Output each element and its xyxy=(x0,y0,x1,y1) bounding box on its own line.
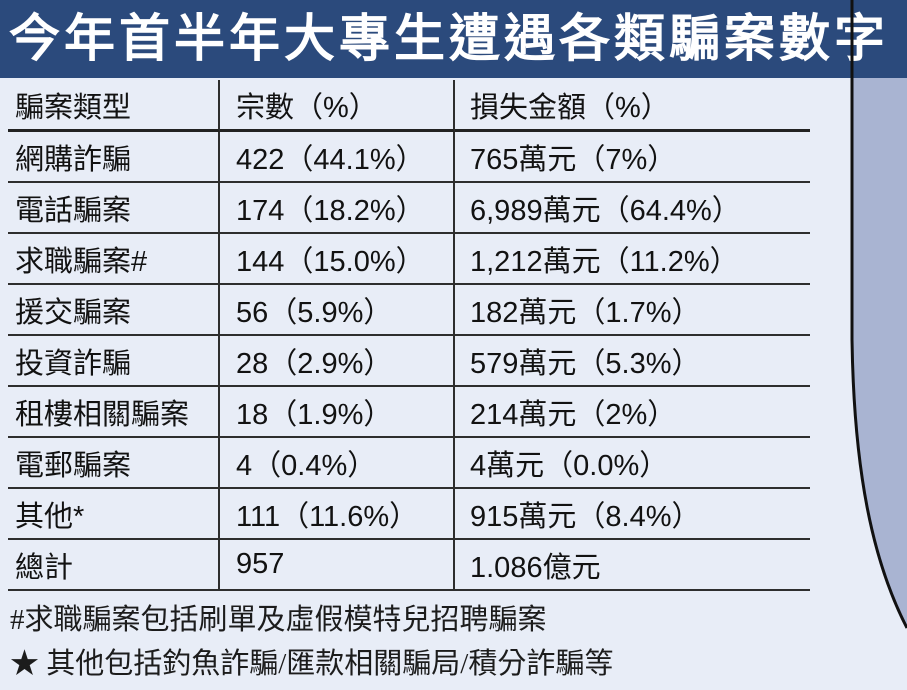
scam-type-cell: 其他* xyxy=(8,489,220,540)
scam-type-cell: 總計 xyxy=(8,540,220,591)
case-count-cell: 174（18.2%） xyxy=(220,183,455,234)
table-row: 電郵騙案 4（0.4%） 4萬元（0.0%） xyxy=(8,438,810,489)
scam-type-cell: 投資詐騙 xyxy=(8,336,220,387)
footnote-others: ★ 其他包括釣魚詐騙/匯款相關騙局/積分詐騙等 xyxy=(10,648,614,680)
loss-amount-cell: 214萬元（2%） xyxy=(455,387,810,438)
curve-line xyxy=(850,0,907,629)
column-header-loss-amount: 損失金額（%） xyxy=(455,80,810,132)
scam-type-cell: 網購詐騙 xyxy=(8,132,220,183)
scam-type-cell: 租樓相關騙案 xyxy=(8,387,220,438)
case-count-cell: 18（1.9%） xyxy=(220,387,455,438)
scam-type-cell: 電話騙案 xyxy=(8,183,220,234)
loss-amount-cell: 765萬元（7%） xyxy=(455,132,810,183)
column-header-case-count: 宗數（%） xyxy=(220,80,455,132)
scam-statistics-table: 騙案類型 宗數（%） 損失金額（%） 網購詐騙 422（44.1%） 765萬元… xyxy=(8,80,810,591)
case-count-cell: 4（0.4%） xyxy=(220,438,455,489)
table-row: 網購詐騙 422（44.1%） 765萬元（7%） xyxy=(8,132,810,183)
table-row: 求職騙案# 144（15.0%） 1,212萬元（11.2%） xyxy=(8,234,810,285)
table-row: 電話騙案 174（18.2%） 6,989萬元（64.4%） xyxy=(8,183,810,234)
scam-type-cell: 援交騙案 xyxy=(8,285,220,336)
side-panel xyxy=(852,78,907,628)
loss-amount-cell: 182萬元（1.7%） xyxy=(455,285,810,336)
table-row-total: 總計 957 1.086億元 xyxy=(8,540,810,591)
loss-amount-cell: 6,989萬元（64.4%） xyxy=(455,183,810,234)
case-count-cell: 422（44.1%） xyxy=(220,132,455,183)
footnotes: #求職騙案包括刷單及虛假模特兒招聘騙案 ★ 其他包括釣魚詐騙/匯款相關騙局/積分… xyxy=(10,598,613,686)
table-row: 其他* 111（11.6%） 915萬元（8.4%） xyxy=(8,489,810,540)
case-count-cell: 111（11.6%） xyxy=(220,489,455,540)
column-header-scam-type: 騙案類型 xyxy=(8,80,220,132)
loss-amount-cell: 915萬元（8.4%） xyxy=(455,489,810,540)
case-count-cell: 28（2.9%） xyxy=(220,336,455,387)
case-count-cell: 957 xyxy=(220,540,455,591)
loss-amount-cell: 1.086億元 xyxy=(455,540,810,591)
case-count-cell: 144（15.0%） xyxy=(220,234,455,285)
table-row: 援交騙案 56（5.9%） 182萬元（1.7%） xyxy=(8,285,810,336)
table-row: 租樓相關騙案 18（1.9%） 214萬元（2%） xyxy=(8,387,810,438)
loss-amount-cell: 579萬元（5.3%） xyxy=(455,336,810,387)
scam-type-cell: 電郵騙案 xyxy=(8,438,220,489)
title-bar: 今年首半年大專生遭遇各類騙案數字 xyxy=(0,0,907,78)
scam-type-cell: 求職騙案# xyxy=(8,234,220,285)
case-count-cell: 56（5.9%） xyxy=(220,285,455,336)
footnote-job-scam: #求職騙案包括刷單及虛假模特兒招聘騙案 xyxy=(10,604,547,636)
page-title: 今年首半年大專生遭遇各類騙案數字 xyxy=(9,10,890,67)
loss-amount-cell: 4萬元（0.0%） xyxy=(455,438,810,489)
table-header-row: 騙案類型 宗數（%） 損失金額（%） xyxy=(8,80,810,132)
table-row: 投資詐騙 28（2.9%） 579萬元（5.3%） xyxy=(8,336,810,387)
loss-amount-cell: 1,212萬元（11.2%） xyxy=(455,234,810,285)
